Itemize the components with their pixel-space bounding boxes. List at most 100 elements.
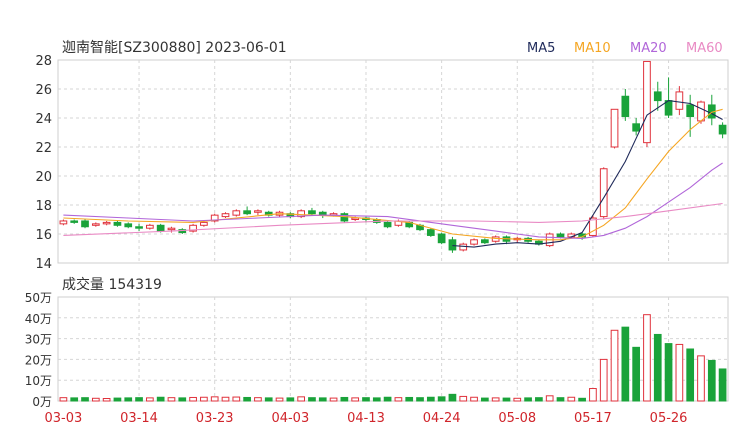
- date-tick-label: 03-23: [196, 411, 234, 426]
- volume-tick-label: 40万: [25, 312, 52, 326]
- date-tick-label: 03-03: [45, 411, 83, 426]
- volume-tick-label: 30万: [25, 333, 52, 347]
- volume-panel-frame: [57, 296, 729, 402]
- candle-down: [70, 220, 79, 223]
- volume-bar-up: [189, 396, 197, 402]
- candle-down: [308, 210, 316, 215]
- volume-bar-up: [697, 355, 705, 402]
- volume-bar-down: [686, 348, 695, 402]
- volume-bar-up: [210, 396, 219, 402]
- volume-bar-down: [437, 396, 446, 402]
- volume-bar-down: [718, 368, 727, 402]
- volume-bar-down: [264, 397, 273, 402]
- volume-bar-down: [621, 326, 630, 402]
- volume-bar-down: [556, 397, 565, 402]
- volume-bar-up: [200, 396, 208, 402]
- volume-bar-up: [610, 329, 619, 402]
- candle-up: [146, 224, 154, 229]
- candle-up: [167, 227, 176, 231]
- volume-bar-up: [589, 388, 597, 402]
- date-tick-label: 05-17: [574, 411, 612, 426]
- ma20-line: [63, 162, 723, 239]
- candle-down: [243, 210, 251, 215]
- legend-ma60: MA60: [686, 41, 723, 56]
- candle-down: [156, 224, 165, 232]
- legend-ma10: MA10: [574, 41, 611, 56]
- candle-up: [59, 220, 68, 225]
- price-tick-label: 16: [35, 228, 52, 243]
- candle-down: [383, 221, 392, 228]
- volume-tick-label: 0万: [32, 395, 52, 409]
- candle-down: [653, 91, 662, 102]
- price-tick-label: 14: [35, 257, 52, 272]
- candle-up: [232, 210, 241, 216]
- candle-up: [470, 239, 478, 245]
- candle-up: [189, 224, 197, 232]
- volume-bar-down: [502, 397, 511, 402]
- candle-down: [124, 223, 133, 228]
- volume-bar-up: [254, 397, 262, 402]
- candle-down: [113, 221, 122, 226]
- date-tick-label: 05-08: [498, 411, 536, 426]
- volume-bar-up: [329, 397, 338, 402]
- candle-up: [675, 91, 684, 110]
- date-tick-label: 04-03: [271, 411, 309, 426]
- volume-bar-down: [243, 396, 251, 402]
- chart-title: 迦南智能[SZ300880] 2023-06-01: [62, 40, 287, 56]
- candle-down: [556, 233, 565, 238]
- volume-bar-up: [91, 397, 100, 402]
- volume-bar-up: [221, 396, 230, 402]
- volume-bar-down: [124, 397, 133, 402]
- price-tick-label: 18: [35, 199, 52, 214]
- price-tick-label: 20: [35, 170, 52, 185]
- date-tick-label: 04-13: [347, 411, 385, 426]
- volume-bar-down: [405, 396, 414, 402]
- volume-bar-down: [308, 397, 316, 402]
- candle-down: [81, 220, 89, 228]
- volume-bar-down: [318, 397, 327, 402]
- volume-bar-down: [113, 397, 122, 402]
- volume-bar-down: [524, 397, 532, 402]
- legend-ma20: MA20: [630, 41, 667, 56]
- candle-down: [632, 123, 640, 132]
- volume-bar-up: [459, 395, 468, 402]
- candle-up: [589, 217, 597, 236]
- volume-bar-up: [675, 343, 684, 402]
- legend-ma5: MA5: [527, 41, 555, 56]
- candle-down: [448, 239, 457, 251]
- volume-bar-down: [426, 396, 435, 402]
- volume-bar-down: [362, 397, 370, 402]
- price-tick-label: 26: [35, 83, 52, 98]
- candle-up: [221, 213, 230, 218]
- volume-bar-down: [578, 397, 586, 402]
- volume-bar-up: [59, 397, 68, 402]
- price-panel-frame: [57, 59, 729, 264]
- price-tick-label: 24: [35, 112, 52, 127]
- volume-bar-down: [653, 333, 662, 402]
- volume-bar-down: [707, 359, 716, 402]
- volume-bar-up: [351, 397, 360, 402]
- volume-bar-down: [70, 397, 79, 402]
- volume-bar-down: [372, 397, 381, 402]
- price-tick-label: 22: [35, 141, 52, 156]
- ma60-line: [63, 202, 723, 236]
- candle-down: [437, 233, 446, 244]
- volume-bar-up: [491, 397, 500, 402]
- candle-up: [491, 236, 500, 242]
- volume-tick-label: 50万: [25, 291, 52, 305]
- volume-bar-down: [535, 397, 543, 402]
- volume-bar-down: [448, 393, 457, 402]
- volume-tick-label: 10万: [25, 374, 52, 388]
- volume-tick-label: 20万: [25, 353, 52, 367]
- volume-bar-up: [297, 396, 305, 402]
- volume-bar-down: [383, 396, 392, 402]
- candle-up: [599, 168, 608, 218]
- volume-bar-down: [340, 396, 349, 402]
- volume-bar-up: [232, 396, 241, 402]
- candle-up: [697, 101, 705, 122]
- volume-bar-down: [81, 397, 89, 402]
- date-tick-label: 03-14: [120, 411, 158, 426]
- volume-bar-up: [643, 314, 651, 402]
- ma10-line: [63, 108, 723, 241]
